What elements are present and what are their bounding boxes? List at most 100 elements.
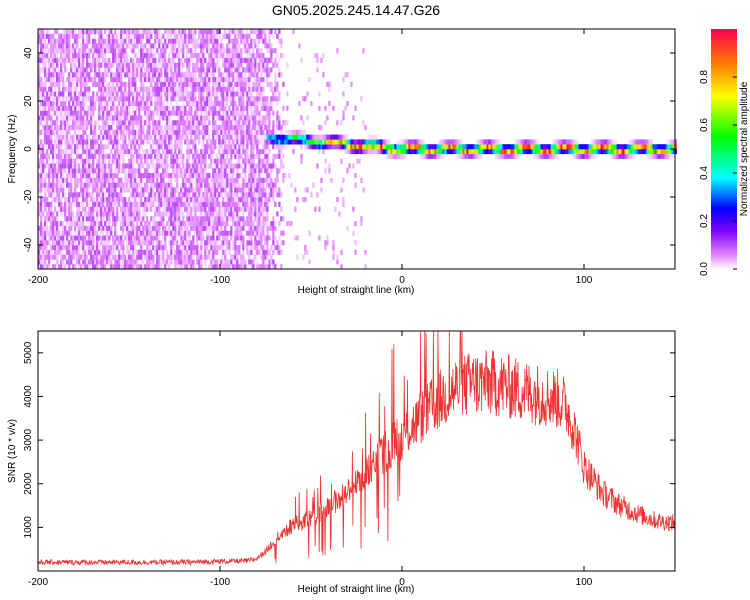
heatmap-cell [274,187,277,193]
heatmap-cell [130,57,133,63]
heatmap-cell [106,230,109,236]
heatmap-cell [172,254,175,260]
heatmap-cell [240,235,243,241]
heatmap-cell [140,259,143,265]
heatmap-cell [86,105,89,111]
heatmap-cell [108,29,111,35]
heatmap-cell [186,48,189,54]
heatmap-cell [262,38,265,44]
heatmap-cell [136,216,139,222]
heatmap-cell [270,53,273,59]
heatmap-cell [182,29,185,35]
heatmap-cell [178,192,181,198]
heatmap-cell [116,72,119,78]
heatmap-cell [64,254,67,260]
heatmap-cell [92,57,95,63]
heatmap-cell [86,33,89,39]
heatmap-cell [272,91,275,97]
heatmap-cell [266,153,269,159]
heatmap-cell [94,254,97,260]
heatmap-cell [244,187,247,193]
heatmap-cell [200,110,203,116]
heatmap-cell [134,192,137,198]
heatmap-cell [102,81,105,87]
heatmap-cell [198,249,201,255]
heatmap-cell [168,163,171,169]
heatmap-cell [122,182,125,188]
heatmap-cell [60,187,63,193]
heatmap-cell [228,139,231,145]
heatmap-cell [116,168,119,174]
heatmap-cell [160,53,163,59]
heatmap-cell [48,259,51,265]
heatmap-cell [254,168,257,174]
heatmap-cell [182,72,185,78]
heatmap-cell [144,173,147,179]
heatmap-cell [284,144,287,150]
heatmap-cell [68,53,71,59]
heatmap-cell [46,230,49,236]
heatmap-cell [38,230,41,236]
heatmap-cell [202,86,205,92]
heatmap-cell [70,254,73,260]
heatmap-cell [80,33,83,39]
heatmap-cell [196,259,199,265]
heatmap-cell [38,201,41,207]
heatmap-cell [154,29,157,35]
heatmap-cell [92,129,95,135]
heatmap-cell [204,96,207,102]
heatmap-cell [176,144,179,150]
heatmap-cell [196,43,199,49]
heatmap-cell [74,216,77,222]
heatmap-cell [62,125,65,131]
heatmap-cell [150,206,153,212]
heatmap-cell [76,245,79,251]
heatmap-cell [76,259,79,265]
heatmap-cell [74,249,77,255]
heatmap-cell [160,33,163,39]
heatmap-cell [74,192,77,198]
heatmap-cell [106,101,109,107]
heatmap-cell [148,29,151,35]
heatmap-cell [230,72,233,78]
heatmap-cell [216,201,219,207]
heatmap-cell [156,105,159,111]
heatmap-cell [82,57,85,63]
heatmap-cell [234,115,237,121]
heatmap-cell [170,43,173,49]
heatmap-cell [148,254,151,260]
heatmap-cell [206,187,209,193]
heatmap-cell [260,53,263,59]
heatmap-cell [88,91,91,97]
heatmap-cell [56,125,59,131]
heatmap-cell [52,43,55,49]
heatmap-cell [192,168,195,174]
heatmap-cell [52,211,55,217]
heatmap-cell [116,105,119,111]
heatmap-cell [104,43,107,49]
heatmap-cell [168,225,171,231]
heatmap-cell [182,201,185,207]
heatmap-cell [38,101,41,107]
heatmap-cell [140,101,143,107]
heatmap-cell [206,38,209,44]
heatmap-cell [98,249,101,255]
heatmap-cell [260,182,263,188]
heatmap-cell [262,163,265,169]
heatmap-cell [84,53,87,59]
heatmap-cell [150,264,153,270]
heatmap-cell [210,192,213,198]
heatmap-cell [92,168,95,174]
heatmap-cell [198,153,201,159]
heatmap-cell [58,230,61,236]
heatmap-cell [226,197,229,203]
heatmap-cell [198,72,201,78]
heatmap-cell [234,125,237,131]
heatmap-cell [216,48,219,54]
heatmap-cell [100,33,103,39]
heatmap-cell [126,33,129,39]
heatmap-cell [206,225,209,231]
heatmap-cell [72,264,75,270]
heatmap-cell [64,96,67,102]
heatmap-cell [164,192,167,198]
